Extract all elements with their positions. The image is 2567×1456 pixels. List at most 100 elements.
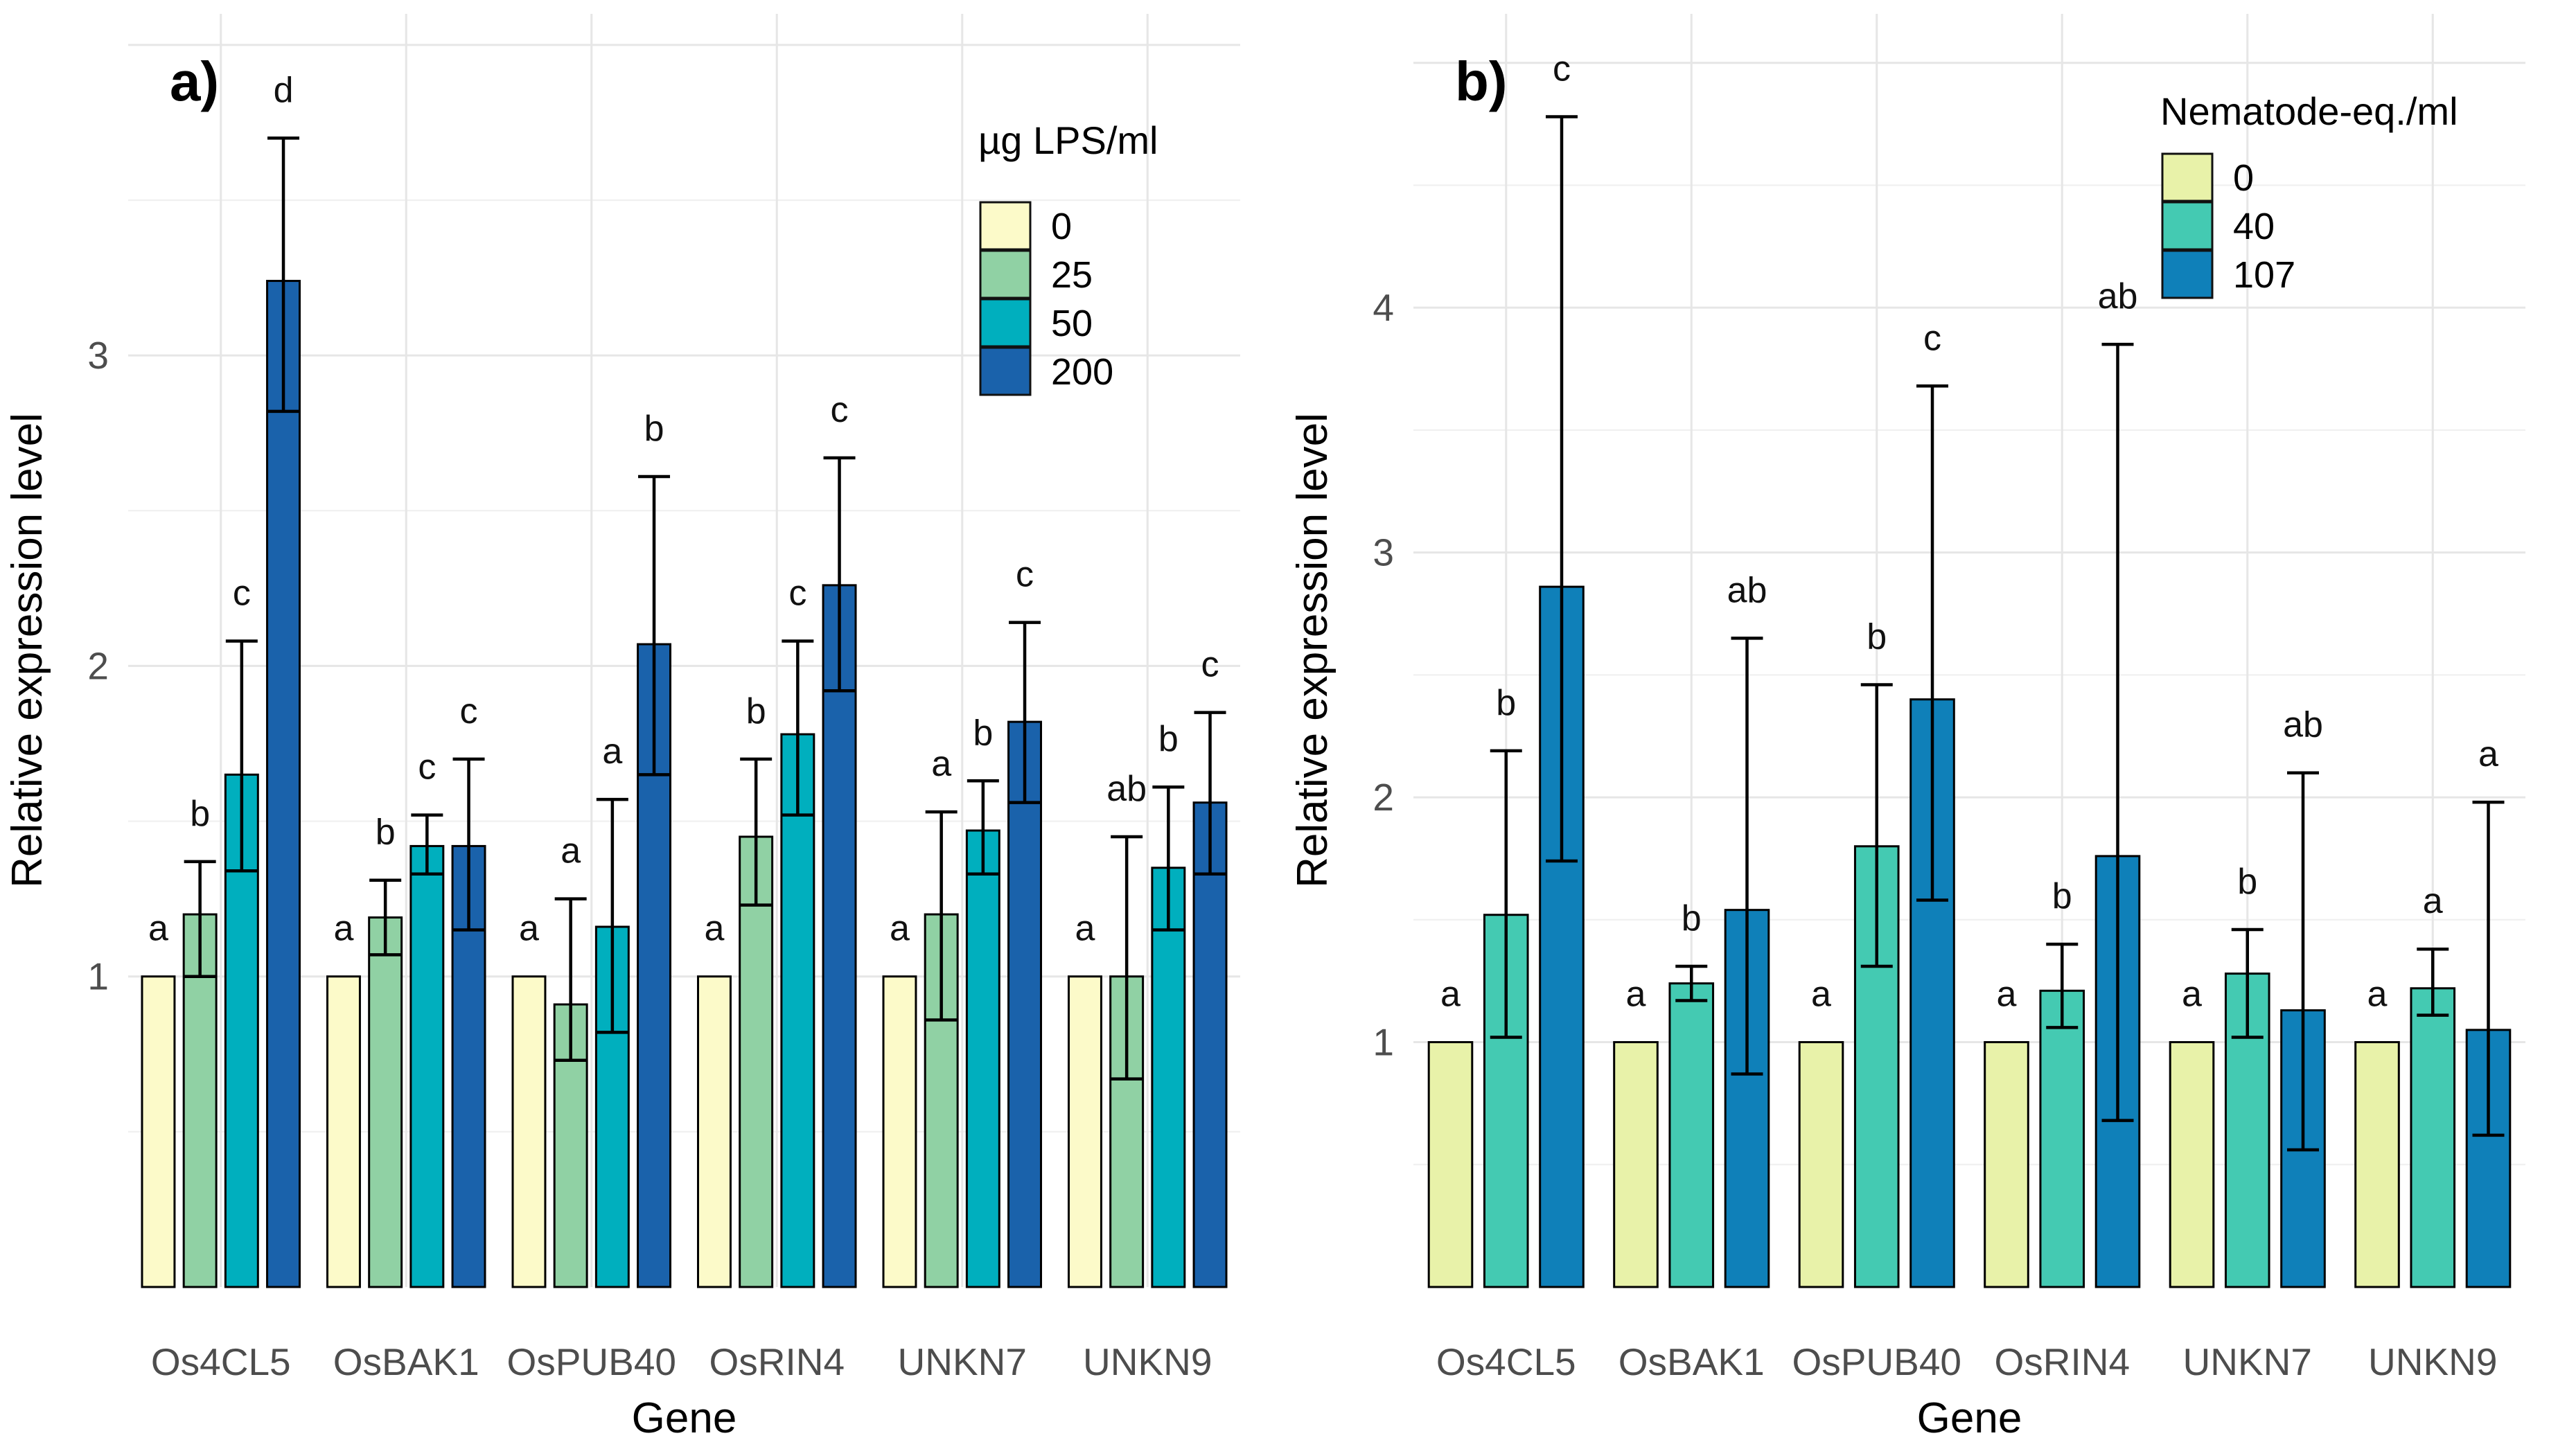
legend-title: Nematode-eq./ml [2160, 89, 2458, 133]
bar-OsBAK1-0 [326, 975, 361, 1288]
bar-OsPUB40-0 [1798, 1041, 1844, 1288]
legend-swatch-107 [2161, 249, 2214, 299]
y-tick-label: 1 [87, 955, 109, 998]
y-axis-title: Relative expression level [3, 413, 51, 888]
bar-OsRIN4-50 [780, 733, 815, 1288]
significance-letter: b [1867, 616, 1887, 657]
significance-letter: ab [1727, 570, 1767, 610]
legend-label: 0 [2233, 157, 2254, 199]
x-tick-label: UNKN7 [898, 1340, 1027, 1383]
legend-title: µg LPS/ml [978, 118, 1158, 162]
significance-letter: b [1496, 683, 1516, 723]
bar-OsRIN4-0 [1984, 1041, 2029, 1288]
y-tick-label: 3 [1373, 531, 1394, 574]
significance-letter: ab [2283, 705, 2323, 745]
significance-letter: b [2052, 876, 2072, 916]
legend-label: 40 [2233, 206, 2275, 247]
legend-label: 107 [2233, 254, 2295, 296]
legend-swatch-25 [979, 249, 1032, 299]
legend-swatch-40 [2161, 201, 2214, 251]
significance-letter: b [1682, 898, 1702, 939]
panel-label: b) [1455, 51, 1508, 112]
y-tick-label: 4 [1373, 286, 1394, 329]
significance-letter: a [334, 909, 354, 949]
bar-OsRIN4-0 [696, 975, 732, 1288]
significance-letter: a [2182, 975, 2202, 1015]
significance-letter: a [1440, 975, 1461, 1015]
bar-OsRIN4-40 [2039, 989, 2085, 1288]
significance-letter: b [1158, 719, 1179, 759]
significance-letter: a [2367, 975, 2388, 1015]
x-tick-label: UNKN9 [1083, 1340, 1212, 1383]
significance-letter: a [1075, 909, 1095, 949]
bar-OsPUB40-0 [511, 975, 547, 1288]
significance-letter: a [2423, 881, 2443, 921]
legend-label: 0 [1051, 206, 1072, 247]
y-tick-label: 3 [87, 334, 109, 377]
significance-letter: a [602, 731, 622, 772]
x-tick-label: UNKN9 [2368, 1340, 2497, 1383]
bar-UNKN9-0 [2354, 1041, 2400, 1288]
x-tick-label: OsRIN4 [1994, 1340, 2130, 1383]
significance-letter: c [1016, 555, 1034, 595]
significance-letter: a [1997, 975, 2017, 1015]
y-tick-label: 1 [1373, 1021, 1394, 1064]
panel-label: a) [170, 51, 219, 112]
bar-OsBAK1-25 [368, 916, 403, 1288]
significance-letter: a [705, 909, 725, 949]
significance-letter: d [274, 70, 294, 110]
significance-letter: b [190, 794, 210, 834]
x-tick-label: OsRIN4 [709, 1340, 845, 1383]
significance-letter: c [1201, 645, 1219, 685]
significance-letter: c [788, 574, 806, 614]
bar-OsBAK1-0 [1613, 1041, 1659, 1288]
significance-letter: ab [2098, 276, 2138, 317]
significance-letter: b [644, 409, 664, 449]
significance-letter: c [460, 691, 478, 731]
x-tick-label: Os4CL5 [1436, 1340, 1576, 1383]
significance-letter: a [2478, 734, 2498, 774]
legend-label: 200 [1051, 351, 1113, 393]
significance-letter: b [973, 713, 993, 753]
significance-letter: c [233, 574, 251, 614]
significance-letter: a [1811, 975, 1831, 1015]
x-tick-label: OsPUB40 [506, 1340, 676, 1383]
x-tick-label: OsPUB40 [1792, 1340, 1961, 1383]
legend-swatch-200 [979, 346, 1032, 396]
significance-letter: a [1626, 975, 1646, 1015]
significance-letter: a [931, 744, 951, 784]
significance-letter: c [1923, 318, 1941, 358]
bar-OsRIN4-200 [822, 584, 857, 1288]
x-tick-label: Os4CL5 [151, 1340, 291, 1383]
series-50: cc acb b [224, 574, 1186, 1288]
legend: µg LPS/ml 0 25 50 200 [978, 118, 1158, 396]
legend-swatch-50 [979, 298, 1032, 348]
significance-letter: a [561, 831, 581, 871]
significance-letter: a [519, 909, 539, 949]
bar-UNKN9-0 [1067, 975, 1102, 1288]
y-axis-title: Relative expression level [1289, 413, 1337, 888]
x-tick-label: OsBAK1 [1618, 1340, 1765, 1383]
bar-Os4CL5-200 [266, 280, 301, 1288]
series-200: dcb ccc [266, 70, 1228, 1288]
significance-letter: ab [1106, 769, 1147, 809]
legend-swatch-0 [979, 201, 1032, 251]
legend-swatch-0 [2161, 152, 2214, 202]
bar-UNKN7-50 [965, 829, 1000, 1288]
significance-letter: a [890, 909, 910, 949]
bar-Os4CL5-0 [1427, 1041, 1474, 1288]
bar-OsBAK1-40 [1668, 982, 1715, 1288]
bar-UNKN7-0 [882, 975, 917, 1288]
bar-UNKN9-40 [2410, 987, 2456, 1288]
legend-label: 25 [1051, 254, 1093, 296]
y-tick-label: 2 [1373, 776, 1394, 819]
significance-letter: c [418, 747, 436, 788]
